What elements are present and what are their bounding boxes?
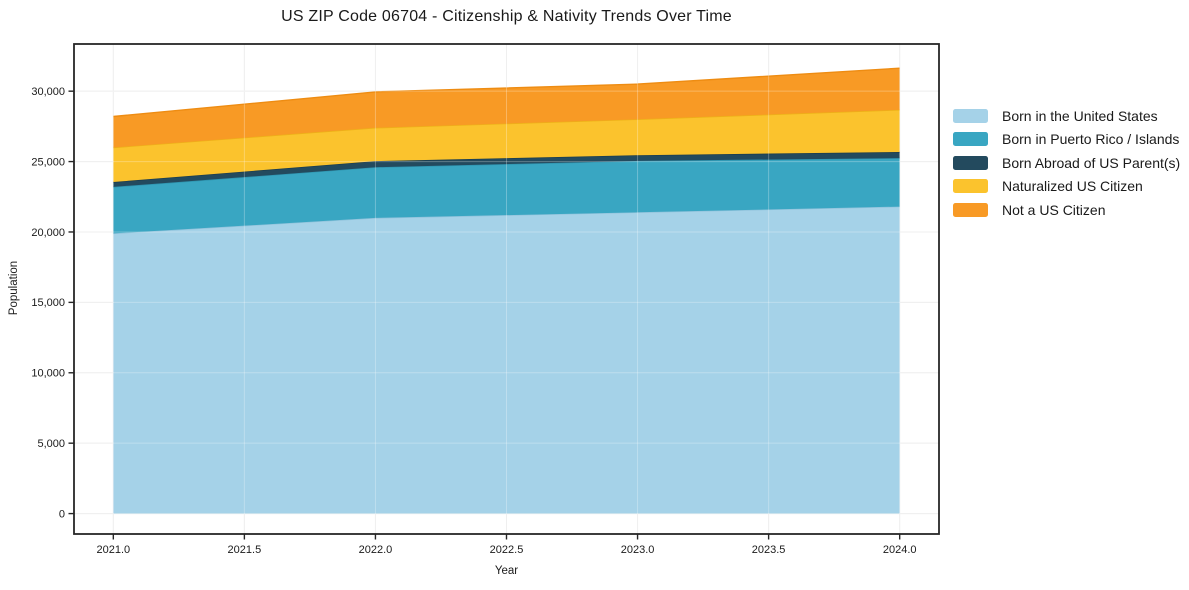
y-tick-label: 5,000 bbox=[37, 438, 65, 450]
x-tick-label: 2023.5 bbox=[752, 544, 786, 556]
legend-label: Not a US Citizen bbox=[1002, 201, 1106, 218]
legend-swatch-icon bbox=[953, 132, 988, 147]
x-tick-label: 2024.0 bbox=[883, 544, 917, 556]
chart-title: US ZIP Code 06704 - Citizenship & Nativi… bbox=[281, 8, 732, 25]
legend-swatch-icon bbox=[953, 155, 988, 170]
x-tick-label: 2022.0 bbox=[359, 544, 393, 556]
area-series-1 bbox=[113, 158, 900, 234]
x-axis-label: Year bbox=[494, 565, 519, 577]
y-tick-label: 30,000 bbox=[31, 86, 65, 98]
y-tick-label: 15,000 bbox=[31, 297, 65, 309]
legend-label: Born Abroad of US Parent(s) bbox=[1002, 154, 1181, 171]
legend-item-3: Naturalized US Citizen bbox=[953, 175, 1180, 199]
area-series-1-edge bbox=[113, 157, 900, 188]
legend-item-0: Born in the United States bbox=[953, 104, 1180, 128]
x-tick-label: 2021.5 bbox=[228, 544, 262, 556]
legend-label: Born in the United States bbox=[1002, 107, 1158, 124]
stacked-areas bbox=[113, 67, 900, 514]
y-tick-label: 25,000 bbox=[31, 156, 65, 168]
legend-label: Naturalized US Citizen bbox=[1002, 178, 1143, 195]
y-tick-label: 20,000 bbox=[31, 227, 65, 239]
x-tick-label: 2021.0 bbox=[96, 544, 130, 556]
y-axis-label: Population bbox=[8, 260, 20, 316]
area-series-3 bbox=[113, 109, 900, 182]
legend-item-4: Not a US Citizen bbox=[953, 198, 1180, 222]
y-tick-label: 10,000 bbox=[31, 368, 65, 380]
legend-swatch-icon bbox=[953, 179, 988, 194]
legend-swatch-icon bbox=[953, 108, 988, 123]
x-tick-label: 2023.0 bbox=[621, 544, 655, 556]
legend-item-1: Born in Puerto Rico / Islands bbox=[953, 128, 1180, 152]
axis-ticks: 2021.0 2021.5 2022.0 2022.5 2023.0 2023.5 2024… bbox=[31, 86, 916, 556]
area-series-4-edge bbox=[113, 67, 900, 118]
legend: Born in the United States Born in Puerto … bbox=[953, 104, 1180, 222]
area-series-2 bbox=[113, 152, 900, 187]
legend-label: Born in Puerto Rico / Islands bbox=[1002, 131, 1180, 148]
y-tick-label: 0 bbox=[59, 508, 65, 520]
area-series-4 bbox=[113, 68, 900, 148]
x-tick-label: 2022.5 bbox=[490, 544, 524, 556]
gridlines-overlay bbox=[74, 44, 939, 534]
legend-item-2: Born Abroad of US Parent(s) bbox=[953, 151, 1180, 175]
legend-swatch-icon bbox=[953, 202, 988, 217]
area-series-0 bbox=[113, 206, 900, 514]
